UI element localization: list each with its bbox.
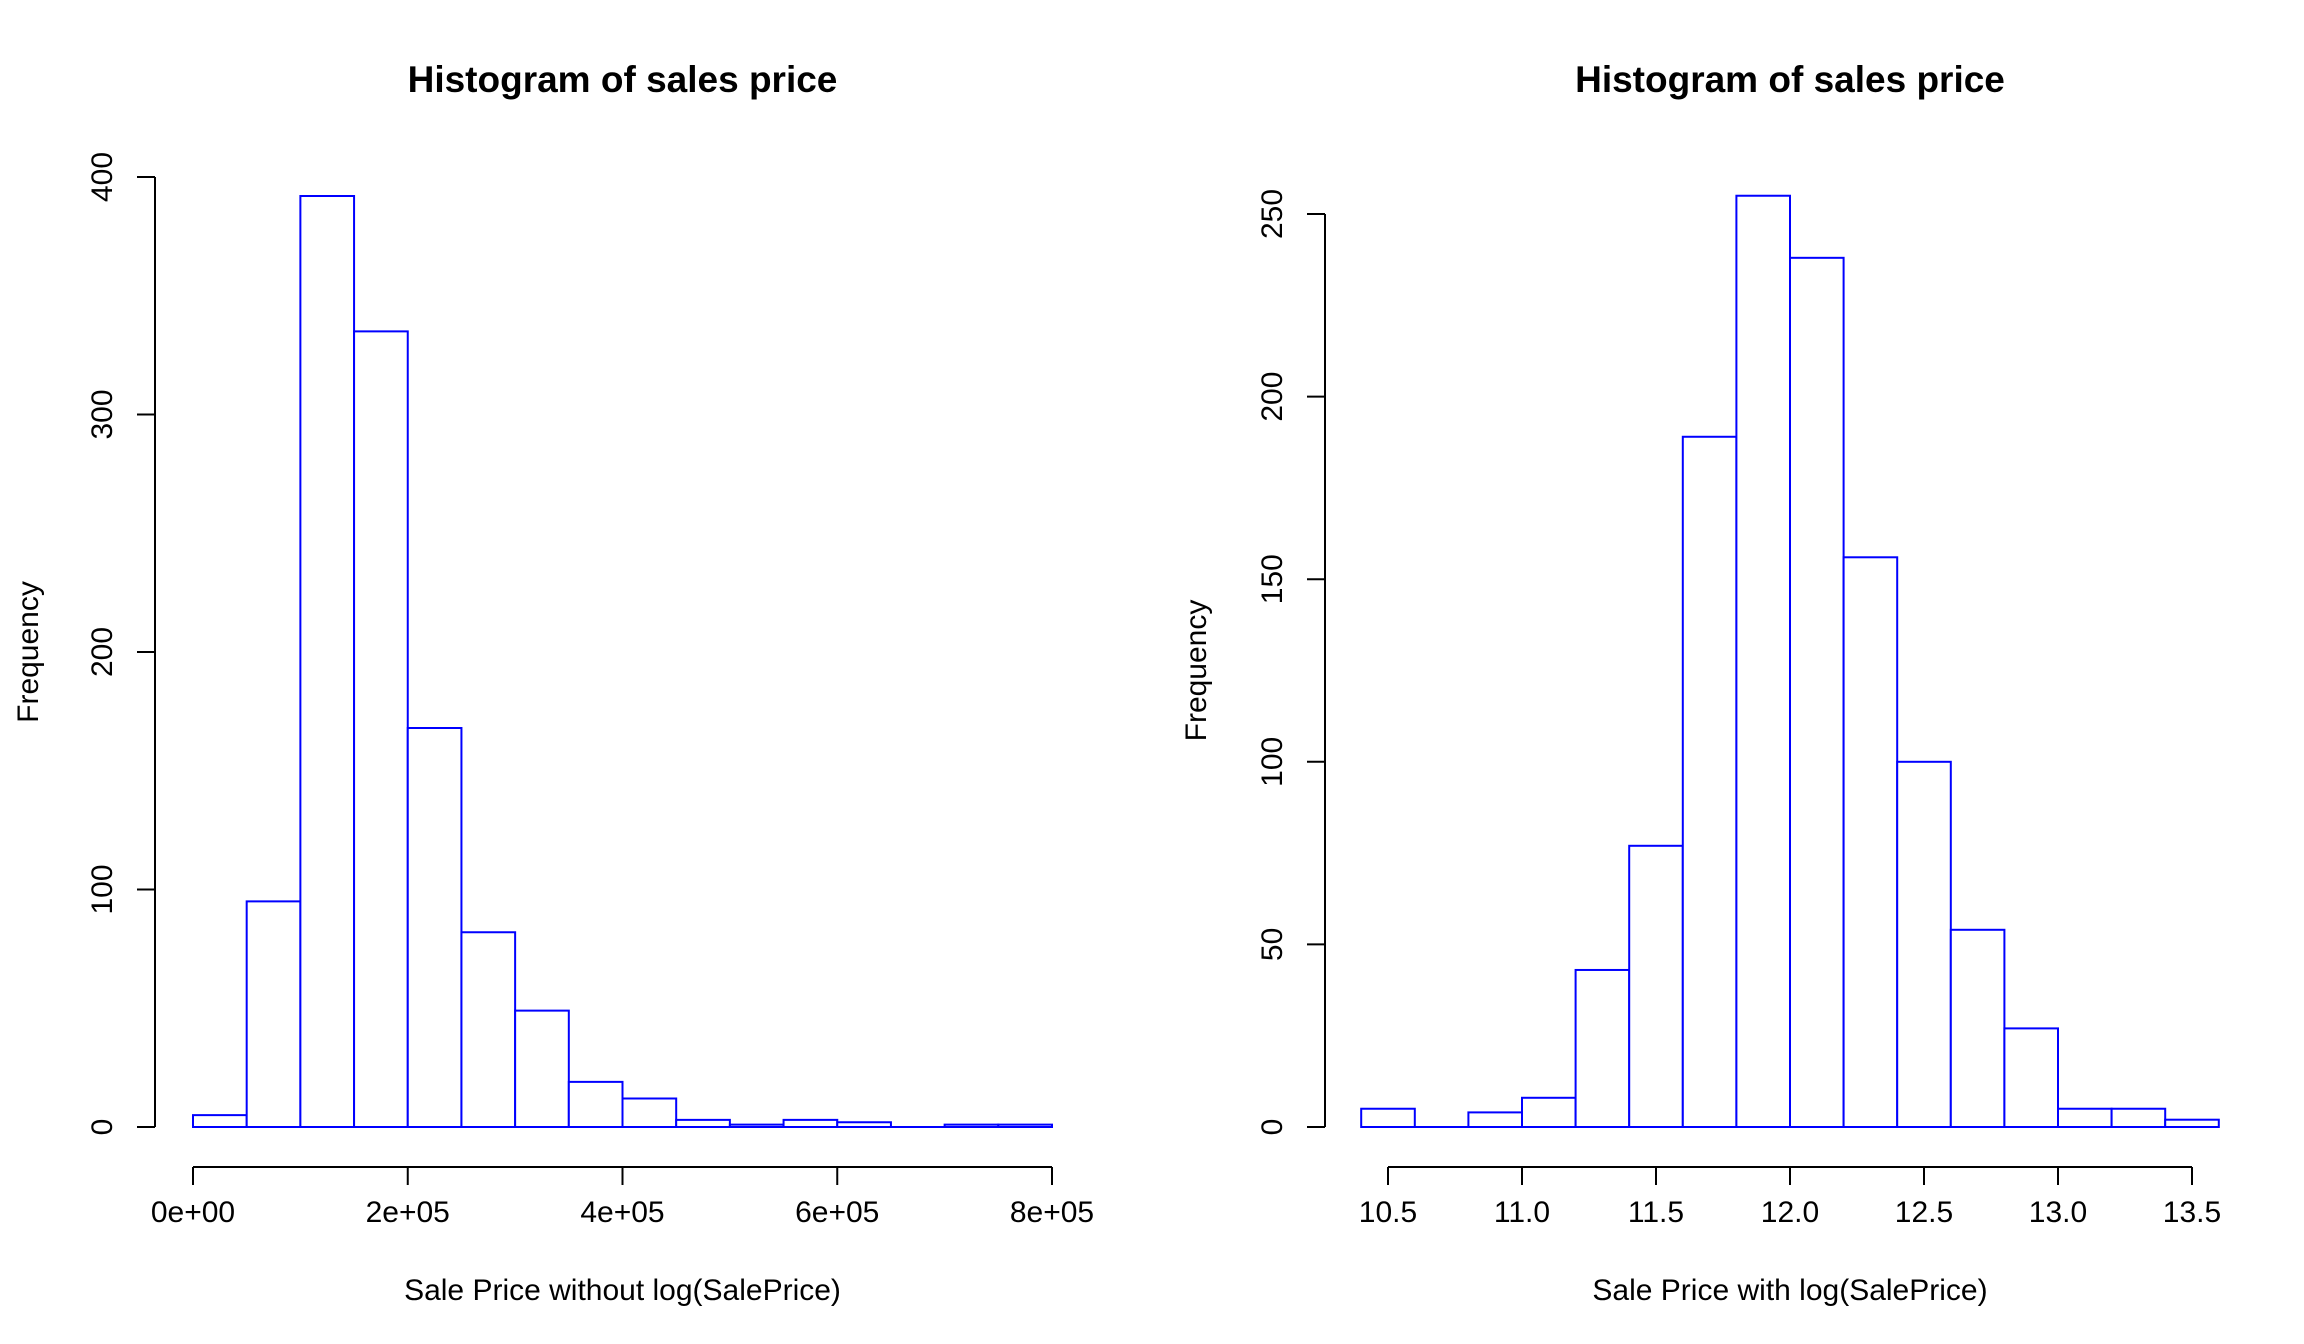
histogram-bar (1842, 556, 1899, 1128)
histogram-bar (2003, 1027, 2060, 1128)
histogram-bar (728, 1123, 785, 1128)
x-tick-label: 10.5 (1359, 1196, 1417, 1229)
histogram-bar (997, 1123, 1053, 1128)
x-axis: 0e+00 2e+05 4e+05 6e+05 8e+05 (151, 1166, 1094, 1229)
x-tick-label: 6e+05 (795, 1196, 879, 1229)
y-tick-label: 50 (1256, 928, 1289, 961)
histogram-bar (943, 1123, 1000, 1128)
x-tick-label: 11.0 (1494, 1196, 1550, 1229)
x-tick-label: 12.0 (1761, 1196, 1819, 1229)
y-tick-label: 300 (86, 389, 119, 439)
y-axis: 0 50 100 150 200 250 (1256, 189, 1326, 1136)
x-axis: 10.5 11.0 11.5 12.0 12.5 13.0 13.5 (1359, 1166, 2221, 1229)
histogram-panel-log-price: Histogram of sales price Sale Price with… (1180, 59, 2221, 1307)
y-tick-label: 100 (1256, 737, 1289, 787)
histogram-bar (1681, 435, 1738, 1129)
y-tick-label: 200 (1256, 372, 1289, 422)
histogram-panel-raw-price: Histogram of sales price Sale Price with… (12, 59, 1094, 1307)
y-axis-label: Frequency (12, 581, 45, 723)
x-tick-label: 4e+05 (580, 1196, 664, 1229)
y-tick-label: 200 (86, 627, 119, 677)
histogram-bar (1467, 1111, 1524, 1128)
histogram-bars (1360, 194, 2220, 1129)
y-tick-label: 0 (86, 1119, 119, 1136)
x-tick-label: 13.5 (2163, 1196, 2221, 1229)
chart-title: Histogram of sales price (1575, 59, 2005, 100)
histogram-bar (621, 1097, 678, 1128)
chart-title: Histogram of sales price (408, 59, 838, 100)
x-tick-label: 0e+00 (151, 1196, 235, 1229)
histogram-bar (406, 727, 463, 1128)
y-tick-label: 400 (86, 152, 119, 202)
histogram-bar (514, 1009, 570, 1128)
x-tick-label: 13.0 (2029, 1196, 2087, 1229)
histogram-bar (1789, 256, 1845, 1129)
histogram-bar (2164, 1118, 2220, 1129)
histogram-bar (567, 1080, 624, 1128)
histogram-bar (782, 1118, 839, 1128)
histogram-bar (299, 195, 356, 1128)
histogram-bar (1896, 760, 1952, 1128)
histogram-bar (1521, 1096, 1577, 1129)
histogram-bar (675, 1118, 731, 1128)
x-tick-label: 8e+05 (1010, 1196, 1094, 1229)
histogram-bar (2110, 1107, 2167, 1128)
y-axis: 0 100 200 300 400 (86, 152, 156, 1136)
y-tick-label: 250 (1256, 189, 1289, 239)
x-tick-label: 12.5 (1895, 1196, 1953, 1229)
histogram-bar (1574, 968, 1631, 1128)
y-tick-label: 0 (1256, 1119, 1289, 1136)
histogram-bar (1628, 844, 1684, 1129)
histogram-bar (2057, 1107, 2113, 1128)
histogram-bar (245, 900, 302, 1128)
histogram-bar (353, 330, 409, 1128)
x-tick-label: 11.5 (1628, 1196, 1684, 1229)
x-axis-label: Sale Price without log(SalePrice) (404, 1274, 841, 1307)
histogram-bar (460, 931, 517, 1128)
histogram-bars (192, 195, 1053, 1129)
x-axis-label: Sale Price with log(SalePrice) (1592, 1274, 1987, 1307)
x-tick-label: 2e+05 (366, 1196, 450, 1229)
y-axis-label: Frequency (1180, 600, 1213, 742)
histogram-bar (1360, 1107, 1416, 1128)
y-tick-label: 150 (1256, 554, 1289, 604)
histogram-bar (1949, 928, 2006, 1128)
histogram-bar (836, 1121, 892, 1128)
histogram-bar (1735, 194, 1792, 1129)
histogram-bar (192, 1114, 248, 1128)
y-tick-label: 100 (86, 864, 119, 914)
